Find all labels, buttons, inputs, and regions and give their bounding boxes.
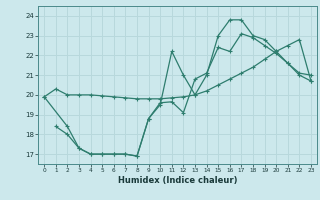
X-axis label: Humidex (Indice chaleur): Humidex (Indice chaleur) [118,176,237,185]
